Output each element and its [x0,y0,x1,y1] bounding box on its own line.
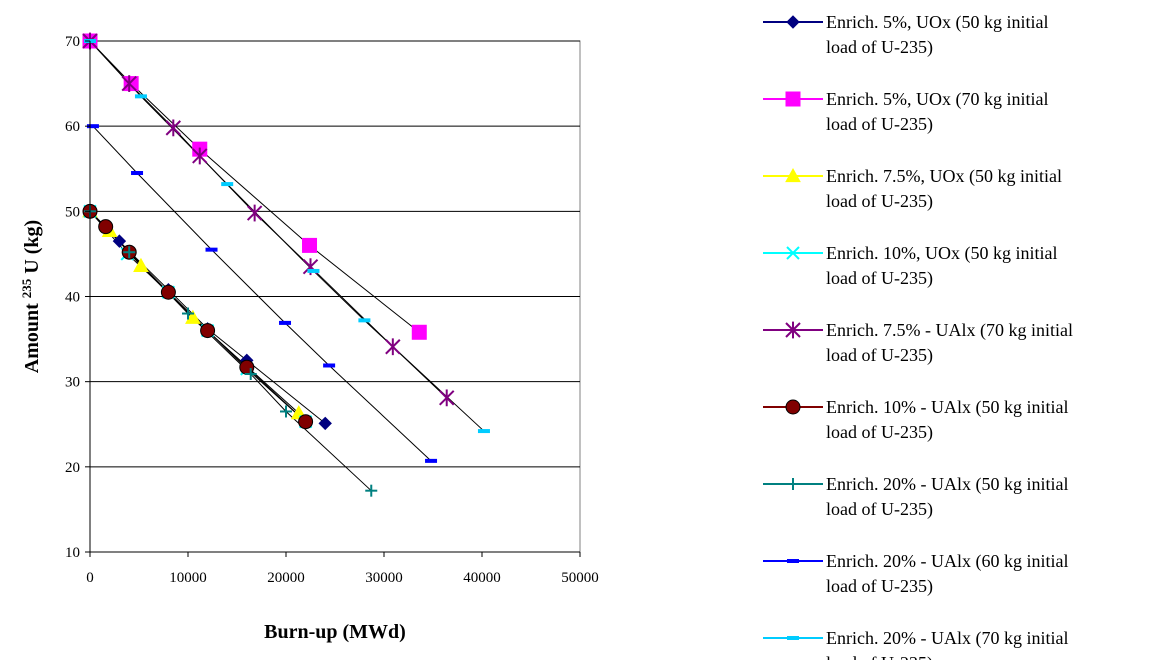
legend-label-line1: Enrich. 5%, UOx (70 kg initial [826,89,1048,110]
x-axis-title: Burn-up (MWd) [264,621,406,643]
data-point [133,257,149,272]
data-point [385,338,401,356]
data-point [200,323,216,339]
legend-item: Enrich. 20% - UAlx (70 kg initial load of… [763,628,1068,660]
legend-marker [785,91,801,107]
legend-item: Enrich. 10% - UAlx (50 kg initial load of… [763,397,1068,443]
legend-label-line2: load of U-235) [826,345,933,366]
legend-label-line2: load of U-235) [826,576,933,597]
legend: Enrich. 5%, UOx (50 kg initial load of U-… [763,12,1073,660]
legend-item: Enrich. 5%, UOx (70 kg initial load of U-… [763,89,1048,135]
data-point [185,309,201,324]
data-point [123,246,136,259]
legend-label-line1: Enrich. 10% - UAlx (50 kg initial [826,397,1068,418]
series-line-8 [92,125,432,462]
legend-label-line1: Enrich. 5%, UOx (50 kg initial [826,12,1048,33]
x-tick-label: 20000 [267,570,305,586]
x-tick-label: 10000 [169,570,207,586]
x-tick-label: 0 [86,570,94,586]
y-tick-label: 50 [65,204,80,220]
y-tick-label: 40 [65,290,80,306]
data-point [280,405,292,418]
y-tick-label: 10 [65,545,80,561]
data-point [307,268,320,273]
data-point [246,204,263,222]
legend-marker [787,636,799,640]
legend-label-line2: load of U-235) [826,191,933,212]
data-point [439,389,455,407]
data-point [298,414,314,430]
data-point [165,119,182,137]
data-point [160,284,176,300]
data-point [182,307,194,320]
legend-label-line1: Enrich. 20% - UAlx (70 kg initial [826,628,1068,649]
legend-marker [787,559,799,563]
data-point [323,363,336,368]
legend-item: Enrich. 20% - UAlx (60 kg initial load of… [763,551,1068,597]
y-tick-label: 70 [65,34,80,50]
legend-label-line2: load of U-235) [826,653,933,660]
legend-marker [787,478,799,490]
legend-item: Enrich. 7.5%, UOx (50 kg initial load of … [763,166,1062,212]
data-point [205,247,218,252]
legend-item: Enrich. 20% - UAlx (50 kg initial load of… [763,474,1068,520]
y-axis-title: Amount 235 U (kg) [19,220,44,373]
legend-marker [785,399,801,415]
legend-item: Enrich. 10%, UOx (50 kg initial load of U… [763,243,1057,289]
legend-label-line2: load of U-235) [826,422,933,443]
y-axis-title-main: Amount [21,303,43,373]
legend-marker [786,15,800,29]
data-point [279,320,292,325]
data-point [123,76,139,92]
y-axis-title-sup: 235 [19,278,34,298]
y-tick-label: 20 [65,460,80,476]
data-point [121,75,137,92]
data-point [477,429,490,434]
data-point [221,182,234,187]
legend-marker [786,246,800,260]
data-point [302,237,318,253]
x-tick-label: 30000 [365,570,403,586]
data-point [112,234,127,248]
data-point [98,219,114,235]
legend-label-line2: load of U-235) [826,114,933,135]
y-axis-title-rest: U (kg) [21,220,43,274]
legend-label-line1: Enrich. 20% - UAlx (60 kg initial [826,551,1068,572]
legend-item: Enrich. 7.5% - UAlx (70 kg initial load o… [763,320,1073,366]
legend-label-line1: Enrich. 10%, UOx (50 kg initial [826,243,1057,264]
legend-label-line2: load of U-235) [826,37,933,58]
marker-stroke [786,246,800,260]
data-point [365,484,378,497]
legend-label-line1: Enrich. 20% - UAlx (50 kg initial [826,474,1068,495]
axis-ticks: 10 20 30 40 50 60 70 0 10000 20000 30000 40000 50000 [65,34,599,586]
legend-label-line1: Enrich. 7.5% - UAlx (70 kg initial [826,320,1073,341]
legend-marker [785,321,801,339]
y-tick-label: 60 [65,119,80,135]
data-point [318,416,332,431]
data-point [134,94,147,99]
y-tick-label: 30 [65,375,80,391]
data-point [192,147,208,165]
legend-marker [785,167,801,183]
legend-label-line1: Enrich. 7.5%, UOx (50 kg initial [826,166,1062,187]
legend-label-line2: load of U-235) [826,499,933,520]
legend-item: Enrich. 5%, UOx (50 kg initial load of U-… [763,12,1048,58]
data-point [244,368,257,381]
data-point [425,458,438,463]
series-markers [82,32,490,497]
data-point [131,171,144,176]
legend-label-line2: load of U-235) [826,268,933,289]
data-point [411,324,427,340]
x-tick-label: 40000 [463,570,501,586]
data-point [86,124,99,129]
data-point [358,318,371,323]
x-tick-label: 50000 [561,570,599,586]
